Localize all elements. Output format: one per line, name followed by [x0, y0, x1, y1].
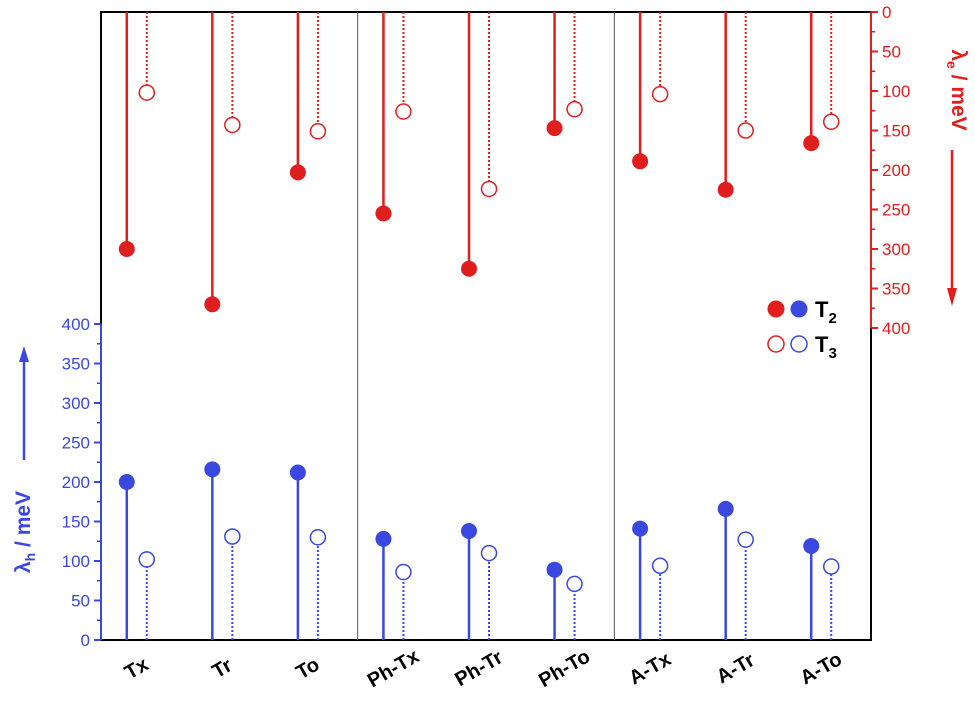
- marker-le-t3: [480, 180, 498, 198]
- legend-t2-blue-marker: [790, 300, 808, 318]
- marker-lh-t3: [737, 531, 754, 548]
- legend-t3-blue-marker: [790, 335, 808, 353]
- marker-lh-t3: [566, 575, 583, 593]
- category-label: A-Tr: [713, 649, 759, 688]
- marker-le-t3: [566, 100, 583, 118]
- category-label: Tx: [121, 653, 152, 684]
- marker-lh-t2: [204, 461, 221, 478]
- category-label: Tr: [209, 654, 237, 683]
- marker-le-t2: [375, 205, 392, 222]
- left-axis-tick-label: 100: [62, 552, 90, 571]
- marker-le-t2: [803, 135, 820, 152]
- marker-le-t2: [632, 153, 649, 170]
- marker-lh-t3: [651, 557, 669, 574]
- right-axis-tick-label: 0: [882, 3, 891, 22]
- marker-le-t3: [309, 123, 327, 140]
- marker-le-t2: [204, 296, 221, 313]
- marker-le-t3: [651, 85, 669, 103]
- right-axis-tick-label: 100: [882, 82, 910, 101]
- left-axis-tick-label: 400: [62, 315, 90, 334]
- category-label: Ph-To: [535, 645, 594, 692]
- right-axis-label: λe / meV: [944, 49, 970, 130]
- marker-le-t3: [737, 122, 754, 139]
- marker-le-t2: [118, 241, 135, 257]
- category-label: To: [292, 654, 323, 685]
- right-axis-arrow: [947, 150, 957, 306]
- marker-lh-t2: [118, 474, 135, 490]
- right-axis-tick-label: 400: [882, 319, 910, 338]
- marker-lh-t2: [632, 520, 649, 537]
- svg-text:λh / meV: λh / meV: [12, 491, 38, 573]
- right-axis-tick-label: 200: [882, 161, 910, 180]
- marker-lh-t3: [224, 528, 241, 545]
- marker-le-t3: [224, 116, 241, 134]
- marker-lh-t2: [803, 537, 820, 554]
- left-axis-tick-label: 0: [81, 631, 90, 650]
- marker-le-t3: [395, 103, 412, 120]
- left-axis-tick-label: 300: [62, 394, 90, 413]
- left-axis-tick-label: 250: [62, 434, 90, 453]
- right-axis-tick-label: 350: [882, 280, 910, 299]
- marker-le-t2: [289, 164, 306, 181]
- marker-lh-t2: [289, 464, 306, 481]
- legend: T2 T3: [767, 297, 837, 362]
- category-label: A-To: [797, 648, 846, 689]
- left-axis-tick-label: 150: [62, 513, 90, 532]
- left-axis-arrow: [19, 346, 29, 460]
- marker-lh-t2: [375, 530, 392, 547]
- right-axis-tick-label: 300: [882, 240, 910, 259]
- category-label: Ph-Tr: [451, 646, 506, 691]
- marker-lh-t2: [717, 500, 734, 517]
- marker-le-t3: [138, 84, 156, 101]
- marker-le-t3: [822, 113, 840, 131]
- marker-lh-t2: [546, 561, 563, 578]
- left-axis-tick-label: 200: [62, 473, 90, 492]
- right-axis-tick-label: 50: [882, 43, 901, 62]
- left-axis-tick-label: 50: [71, 592, 90, 611]
- marker-lh-t2: [461, 522, 477, 539]
- right-axis-tick-label: 250: [882, 201, 910, 220]
- legend-t3-red-marker: [767, 335, 785, 353]
- svg-text:λe / meV: λe / meV: [944, 49, 970, 130]
- marker-lh-t3: [138, 551, 156, 568]
- marker-lh-t3: [309, 529, 327, 546]
- marker-le-t2: [546, 120, 563, 137]
- marker-le-t2: [461, 260, 477, 277]
- left-axis-label: λh / meV: [12, 491, 38, 573]
- marker-lh-t3: [395, 563, 412, 581]
- legend-t3-label: T3: [815, 332, 837, 362]
- left-axis-tick-label: 350: [62, 355, 90, 374]
- legend-t2-red-marker: [767, 300, 785, 318]
- marker-lh-t3: [480, 544, 498, 562]
- legend-t2-label: T2: [815, 297, 837, 327]
- category-label: A-Tx: [625, 648, 674, 689]
- marker-le-t2: [717, 181, 734, 198]
- category-label: Ph-Tx: [364, 645, 423, 692]
- right-axis-tick-label: 150: [882, 122, 910, 141]
- marker-lh-t3: [822, 558, 840, 575]
